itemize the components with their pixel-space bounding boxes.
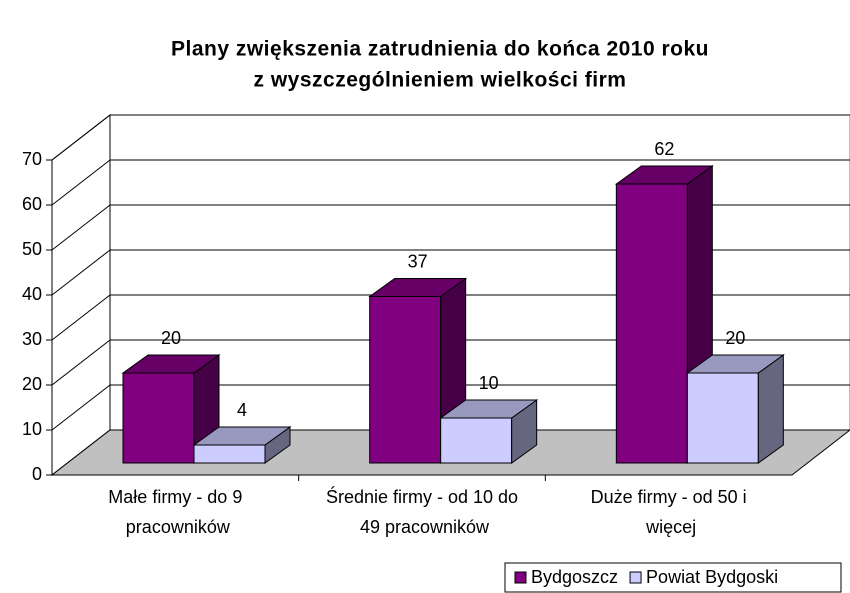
- bar-front: [440, 417, 513, 464]
- bar-front: [122, 372, 195, 464]
- bar: [685, 354, 785, 464]
- bar-front: [615, 183, 688, 464]
- bar-top: [685, 354, 785, 374]
- y-tick-label: 70: [22, 149, 42, 169]
- grid-line: [51, 249, 111, 296]
- y-tick-label: 0: [32, 464, 42, 484]
- grid-line: [51, 159, 111, 206]
- bar-top: [614, 165, 714, 185]
- bar: [439, 399, 539, 464]
- grid-line: [51, 114, 111, 161]
- chart-title: Plany zwiększenia zatrudnienia do końca …: [171, 38, 709, 61]
- x-tick-label: Małe firmy - do 9 pracowników: [108, 487, 242, 537]
- grid-line: [51, 294, 111, 341]
- x-tick-label: Średnie firmy - od 10 do 49 pracowników: [326, 486, 518, 537]
- data-label: 20: [725, 328, 745, 348]
- y-tick-label: 40: [22, 284, 42, 304]
- bar-top: [192, 426, 292, 446]
- y-tick-label: 30: [22, 329, 42, 349]
- y-tick-label: 50: [22, 239, 42, 259]
- data-label: 20: [161, 328, 181, 348]
- x-tick-label: Duże firmy - od 50 i więcej: [591, 487, 747, 537]
- legend-label: Powiat Bydgoski: [646, 567, 778, 587]
- data-label: 10: [479, 373, 499, 393]
- grid-line: [51, 384, 111, 431]
- bar-top: [439, 399, 539, 419]
- side-wall: [51, 113, 111, 477]
- y-tick-label: 20: [22, 374, 42, 394]
- data-label: 62: [654, 139, 674, 159]
- bar-front: [193, 444, 266, 464]
- bar-top: [368, 278, 468, 297]
- y-tick-label: 60: [22, 194, 42, 214]
- legend-box: [504, 562, 842, 593]
- legend-label: Bydgoszcz: [531, 567, 618, 587]
- y-tick-label: 10: [22, 419, 42, 439]
- bar-front: [686, 372, 759, 464]
- grid-line: [51, 339, 111, 386]
- chart-subtitle: z wyszczególnieniem wielkości firm: [254, 69, 627, 92]
- data-label: 4: [237, 400, 247, 420]
- legend-swatch: [629, 571, 642, 584]
- bar-front: [369, 296, 442, 464]
- grid-line: [51, 204, 111, 251]
- data-label: 37: [408, 251, 428, 271]
- bar-side: [757, 354, 784, 464]
- bar-top: [121, 354, 221, 374]
- bar: [192, 426, 292, 464]
- legend-swatch: [514, 571, 527, 584]
